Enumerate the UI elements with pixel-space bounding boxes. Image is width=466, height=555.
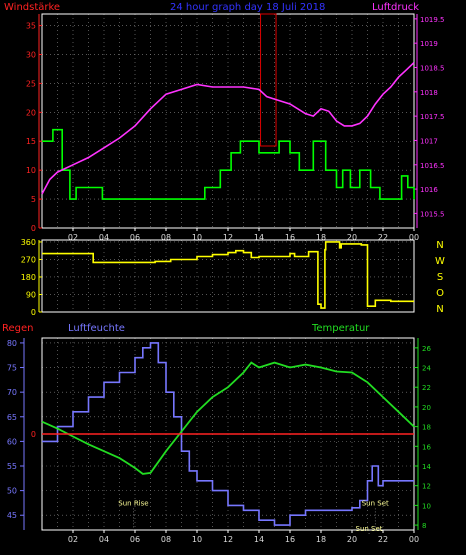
right-tick-label: 1016 xyxy=(420,186,438,194)
right-tick-label: 16 xyxy=(422,443,431,451)
y-tick-label: 0 xyxy=(31,308,36,317)
y-tick-label: 0 xyxy=(31,224,36,233)
right-tick-label: 12 xyxy=(422,483,431,491)
y-tick-label: 50 xyxy=(7,487,17,496)
x-tick-label: 12 xyxy=(223,233,233,242)
y-tick-label: 10 xyxy=(26,166,36,175)
sun-annotation: Sun Set xyxy=(362,499,389,507)
compass-label: N xyxy=(436,304,443,315)
right-tick-label: 1017.5 xyxy=(420,113,445,121)
x-tick-label: 02 xyxy=(68,535,78,544)
compass-label: O xyxy=(436,288,444,299)
y-tick-label: 90 xyxy=(26,290,36,299)
right-tick-label: 1016.5 xyxy=(420,162,445,170)
x-tick-label: 16 xyxy=(285,233,295,242)
sun-annotation: Sun Rise xyxy=(118,499,148,507)
highlight-box xyxy=(260,13,277,147)
x-tick-label: 14 xyxy=(254,233,264,242)
right-tick-label: 1015.5 xyxy=(420,210,445,218)
right-axis-title: Luftdruck xyxy=(372,2,419,13)
x-tick-label: 18 xyxy=(316,233,326,242)
right-tick-label: 26 xyxy=(422,345,431,353)
y-tick-label: 35 xyxy=(26,22,36,31)
y-tick-label: 45 xyxy=(7,511,17,520)
x-tick-label: 06 xyxy=(130,535,140,544)
y-tick-label: 55 xyxy=(7,462,17,471)
x-tick-label: 08 xyxy=(161,233,171,242)
compass-label: W xyxy=(435,256,445,267)
x-tick-label: 06 xyxy=(130,233,140,242)
x-tick-label: 22 xyxy=(378,233,388,242)
left-axis-title: Windstärke xyxy=(4,2,60,13)
right-tick-label: 1019 xyxy=(420,40,438,48)
pressure-line xyxy=(41,62,415,195)
y-tick-label: 65 xyxy=(7,413,17,422)
right-tick-label: 8 xyxy=(422,522,426,530)
x-tick-label: 00 xyxy=(409,535,419,544)
wind-direction-line xyxy=(42,241,414,309)
y-tick-label: 80 xyxy=(7,339,17,348)
wind-speed-line xyxy=(42,128,415,200)
right-tick-label: 1018 xyxy=(420,89,438,97)
compass-label: N xyxy=(436,240,443,251)
chart-title: 24 hour graph day 18 Juli 2018 xyxy=(170,2,325,13)
humidity-label: Luftfeuchte xyxy=(68,323,125,334)
y-tick-label: 60 xyxy=(7,437,17,446)
right-tick-label: 10 xyxy=(422,502,431,510)
right-tick-label: 1017 xyxy=(420,137,438,145)
plot-frame xyxy=(41,239,415,313)
y-tick-label: 70 xyxy=(7,388,17,397)
x-tick-label: 16 xyxy=(285,535,295,544)
rain-tick-label: 0 xyxy=(31,430,36,439)
x-tick-label: 04 xyxy=(99,233,109,242)
y-tick-label: 270 xyxy=(21,255,36,264)
x-tick-label: 04 xyxy=(99,535,109,544)
sun-annotation: Sun Set xyxy=(356,525,383,533)
y-tick-label: 20 xyxy=(26,108,36,117)
y-tick-label: 30 xyxy=(26,50,36,59)
wind-pressure-panel: 051015202530351015.510161016.510171017.5… xyxy=(26,13,445,242)
right-tick-label: 24 xyxy=(422,365,431,373)
x-tick-label: 20 xyxy=(347,535,357,544)
x-tick-label: 14 xyxy=(254,535,264,544)
temperature-line xyxy=(41,361,415,475)
y-tick-label: 5 xyxy=(31,195,36,204)
x-tick-label: 10 xyxy=(192,535,202,544)
right-tick-label: 14 xyxy=(422,463,431,471)
x-tick-label: 02 xyxy=(68,233,78,242)
x-tick-label: 20 xyxy=(347,233,357,242)
right-tick-label: 22 xyxy=(422,384,431,392)
x-tick-label: 12 xyxy=(223,535,233,544)
temperature-label: Temperatur xyxy=(311,323,370,334)
y-tick-label: 180 xyxy=(21,273,36,282)
x-tick-label: 22 xyxy=(378,535,388,544)
y-tick-label: 360 xyxy=(21,238,36,247)
y-tick-label: 25 xyxy=(26,79,36,88)
right-tick-label: 1018.5 xyxy=(420,65,445,73)
humidity-line xyxy=(42,342,414,526)
x-tick-label: 08 xyxy=(161,535,171,544)
x-tick-label: 10 xyxy=(192,233,202,242)
x-tick-label: 18 xyxy=(316,535,326,544)
right-tick-label: 1019.5 xyxy=(420,16,445,24)
x-tick-label: 00 xyxy=(409,233,419,242)
compass-label: S xyxy=(437,272,443,283)
right-tick-label: 20 xyxy=(422,404,431,412)
y-tick-label: 15 xyxy=(26,137,36,146)
right-tick-label: 18 xyxy=(422,424,431,432)
rain-label: Regen xyxy=(2,323,34,334)
y-tick-label: 75 xyxy=(7,364,17,373)
